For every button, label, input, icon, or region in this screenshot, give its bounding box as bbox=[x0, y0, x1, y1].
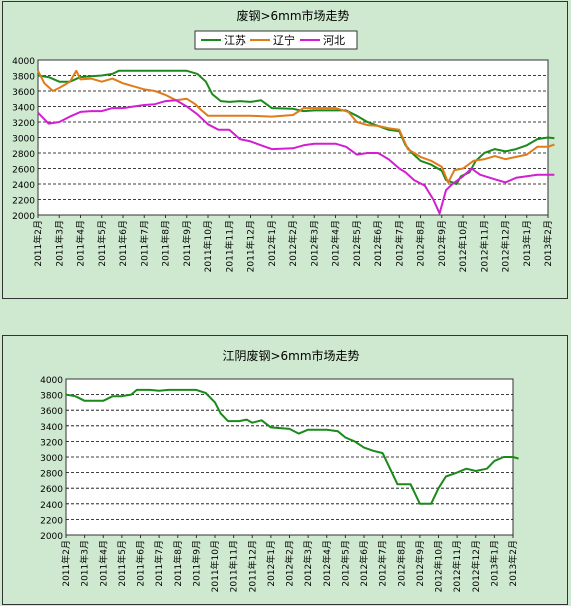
legend-box bbox=[194, 30, 358, 50]
x-tick-label: 2012年1月 bbox=[265, 540, 277, 587]
x-tick-label: 2012年6月 bbox=[358, 540, 370, 587]
x-tick-label: 2011年11月 bbox=[223, 220, 235, 272]
y-tick-label: 2600 bbox=[12, 166, 35, 176]
x-tick-label: 2011年8月 bbox=[172, 540, 184, 587]
y-tick-label: 2000 bbox=[40, 532, 63, 542]
x-tick-label: 2011年12月 bbox=[245, 220, 257, 272]
y-tick-label: 3000 bbox=[12, 135, 35, 145]
chart-panel-bottom: 江阴废钢>6mm市场走势 4000 3800 3600 3400 3200 3000 280… bbox=[2, 335, 568, 605]
y-tick-label: 3800 bbox=[12, 73, 35, 83]
x-tick-label: 2013年1月 bbox=[488, 540, 500, 587]
x-tick-label: 2012年10月 bbox=[433, 540, 445, 592]
chart-top: 废钢>6mm市场走势 江苏 辽宁 河北 4000 3800 3600 3400 3200 30… bbox=[12, 8, 555, 272]
x-tick-label: 2012年5月 bbox=[351, 220, 363, 267]
x-tick-label: 2012年1月 bbox=[266, 220, 278, 267]
x-tick-label: 2012年11月 bbox=[478, 220, 490, 272]
x-tick-label: 2013年1月 bbox=[521, 220, 533, 267]
chart-legend: 江苏 辽宁 河北 bbox=[194, 30, 358, 50]
y-tick-label: 4000 bbox=[12, 57, 35, 67]
series-line-1 bbox=[37, 69, 555, 184]
x-tick-label: 2011年11月 bbox=[228, 540, 240, 592]
series-line-0 bbox=[37, 69, 555, 185]
x-tick-label: 2011年10月 bbox=[209, 540, 221, 592]
x-tick-label: 2012年6月 bbox=[372, 220, 384, 267]
x-tick-label: 2013年2月 bbox=[542, 220, 554, 267]
x-tick-label: 2011年4月 bbox=[75, 220, 87, 267]
x-tick-label: 2011年12月 bbox=[246, 540, 258, 592]
chart-bottom: 江阴废钢>6mm市场走势 4000 3800 3600 3400 3200 3000 280… bbox=[40, 348, 519, 592]
y-tick-label: 2800 bbox=[40, 470, 63, 480]
x-tick-label: 2012年7月 bbox=[393, 220, 405, 267]
x-tick-label: 2011年7月 bbox=[138, 220, 150, 267]
x-tick-label: 2012年8月 bbox=[395, 540, 407, 587]
x-tick-label: 2011年9月 bbox=[181, 220, 193, 267]
x-tick-label: 2012年9月 bbox=[414, 540, 426, 587]
y-tick-label: 3200 bbox=[40, 438, 63, 448]
x-tick-label: 2012年12月 bbox=[470, 540, 482, 592]
x-tick-label: 2012年10月 bbox=[457, 220, 469, 272]
y-tick-label: 2600 bbox=[40, 485, 63, 495]
x-tick-label: 2012年12月 bbox=[500, 220, 512, 272]
y-tick-label: 2800 bbox=[12, 150, 35, 160]
x-tick-label: 2011年10月 bbox=[202, 220, 214, 272]
legend-label: 河北 bbox=[323, 34, 345, 47]
x-tick-label: 2011年5月 bbox=[116, 540, 128, 587]
y-tick-label: 2400 bbox=[12, 181, 35, 191]
legend-label: 江苏 bbox=[224, 34, 246, 47]
x-tick-label: 2011年2月 bbox=[32, 220, 44, 267]
plot-area: 4000 3800 3600 3400 3200 3000 2800 2600 2400 2200… bbox=[40, 376, 519, 592]
y-tick-label: 2200 bbox=[12, 197, 35, 207]
x-tick-label: 2011年7月 bbox=[153, 540, 165, 587]
y-tick-label: 2400 bbox=[40, 501, 63, 511]
y-tick-label: 3800 bbox=[40, 392, 63, 402]
x-tick-label: 2011年3月 bbox=[53, 220, 65, 267]
x-tick-label: 2012年3月 bbox=[302, 540, 314, 587]
y-tick-label: 4000 bbox=[40, 376, 63, 386]
y-tick-label: 2200 bbox=[40, 516, 63, 526]
x-tick-label: 2013年2月 bbox=[507, 540, 519, 587]
x-tick-label: 2012年4月 bbox=[330, 220, 342, 267]
y-tick-label: 3000 bbox=[40, 454, 63, 464]
x-tick-label: 2011年2月 bbox=[60, 540, 72, 587]
x-tick-label: 2011年3月 bbox=[79, 540, 91, 587]
y-tick-label: 3600 bbox=[12, 88, 35, 98]
legend-label: 辽宁 bbox=[273, 33, 295, 47]
x-tick-label: 2012年3月 bbox=[308, 220, 320, 267]
x-tick-label: 2011年6月 bbox=[135, 540, 147, 587]
x-tick-label: 2011年6月 bbox=[117, 220, 129, 267]
x-tick-label: 2012年9月 bbox=[436, 220, 448, 267]
x-tick-label: 2012年5月 bbox=[339, 540, 351, 587]
y-tick-label: 3400 bbox=[40, 423, 63, 433]
chart-title: 江阴废钢>6mm市场走势 bbox=[222, 348, 359, 363]
series-line-2 bbox=[37, 99, 555, 215]
chart-title: 废钢>6mm市场走势 bbox=[236, 8, 349, 23]
x-tick-label: 2012年7月 bbox=[377, 540, 389, 587]
x-tick-label: 2011年9月 bbox=[190, 540, 202, 587]
x-tick-label: 2012年11月 bbox=[451, 540, 463, 592]
x-tick-label: 2012年2月 bbox=[284, 540, 296, 587]
x-tick-label: 2012年2月 bbox=[287, 220, 299, 267]
x-tick-label: 2012年4月 bbox=[321, 540, 333, 587]
x-tick-label: 2011年5月 bbox=[96, 220, 108, 267]
series-line-0 bbox=[65, 388, 519, 505]
plot-area: 4000 3800 3600 3400 3200 3000 2800 2600 2400 2200… bbox=[12, 57, 555, 272]
x-tick-label: 2011年4月 bbox=[97, 540, 109, 587]
y-tick-label: 3200 bbox=[12, 119, 35, 129]
chart-panel-top: 废钢>6mm市场走势 江苏 辽宁 河北 4000 3800 3600 3400 3200 30… bbox=[2, 1, 568, 299]
x-tick-label: 2011年8月 bbox=[160, 220, 172, 267]
y-tick-label: 3400 bbox=[12, 104, 35, 114]
y-tick-label: 3600 bbox=[40, 407, 63, 417]
y-tick-label: 2000 bbox=[12, 212, 35, 222]
x-tick-label: 2012年8月 bbox=[415, 220, 427, 267]
